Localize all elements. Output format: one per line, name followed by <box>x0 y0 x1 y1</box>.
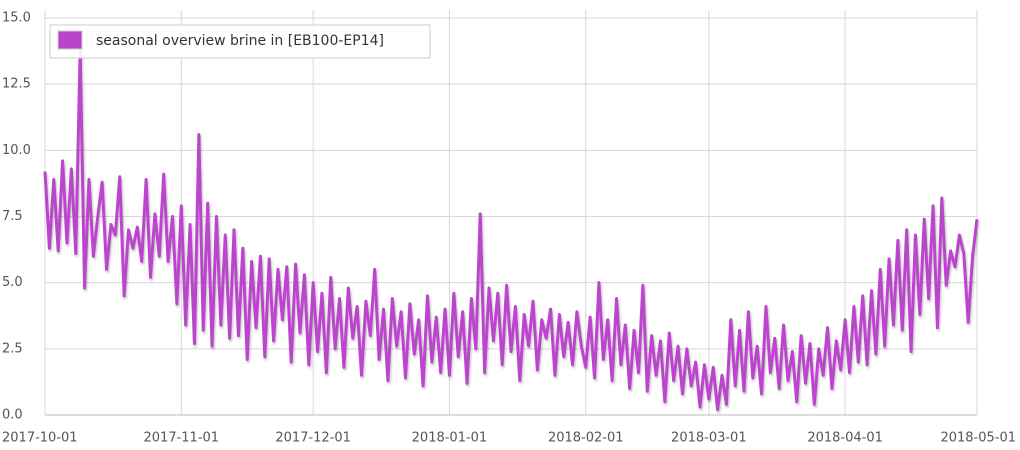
y-tick-label: 15.0 <box>2 11 31 26</box>
legend-box <box>49 24 431 59</box>
legend-label: seasonal overview brine in [EB100-EP14] <box>96 33 384 49</box>
grid: 0.0 2.5 5.0 7.5 10.0 12.5 15.0 2017-10-01 2017-1… <box>2 10 1016 446</box>
x-tick-label: 2018-04-01 <box>807 431 883 446</box>
x-tick-label: 2018-05-01 <box>940 431 1016 446</box>
x-tick-label: 2018-03-01 <box>671 431 747 446</box>
y-tick-label: 10.0 <box>2 143 31 158</box>
y-tick-label: 0.0 <box>2 408 23 423</box>
x-tick-label: 2018-02-01 <box>548 431 624 446</box>
y-tick-label: 5.0 <box>2 275 23 290</box>
y-tick-label: 7.5 <box>2 209 23 224</box>
y-tick-label: 12.5 <box>2 77 31 92</box>
x-tick-label: 2017-11-01 <box>144 431 220 446</box>
series-line <box>43 48 979 412</box>
legend-swatch <box>57 30 83 50</box>
x-tick-label: 2017-10-01 <box>2 431 78 446</box>
plot <box>43 48 979 412</box>
y-tick-label: 2.5 <box>2 341 23 356</box>
legend: seasonal overview brine in [EB100-EP14] <box>49 24 431 59</box>
x-tick-label: 2018-01-01 <box>412 431 488 446</box>
x-tick-label: 2017-12-01 <box>275 431 351 446</box>
